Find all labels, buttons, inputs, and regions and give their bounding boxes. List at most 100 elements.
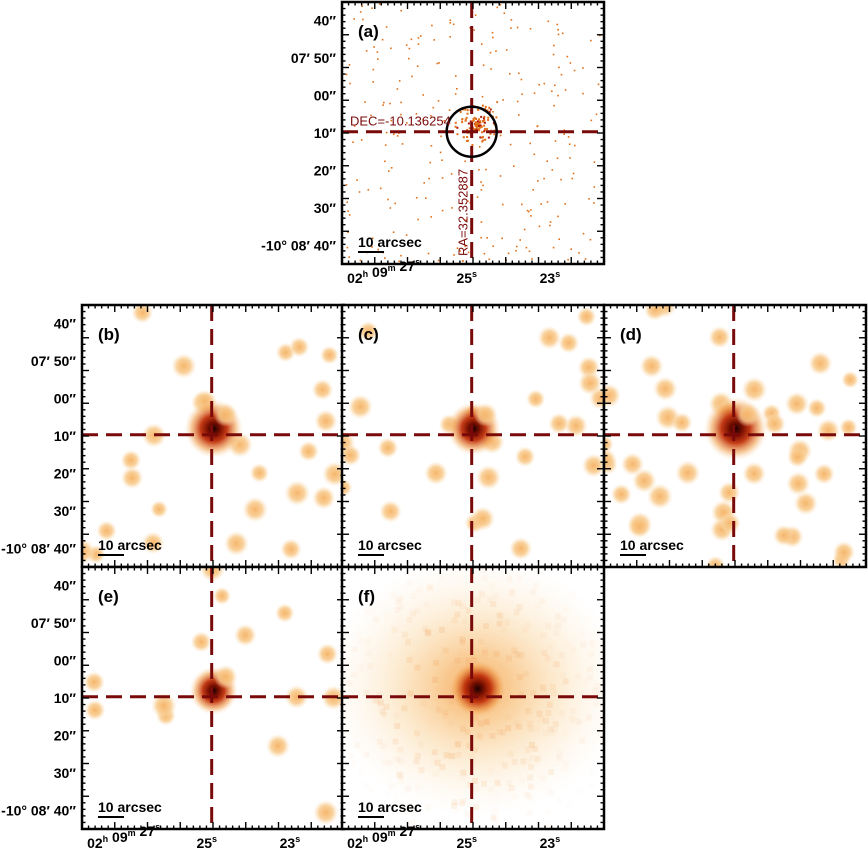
event-pixel — [551, 90, 553, 93]
event-pixel — [483, 115, 486, 118]
event-pixel — [360, 139, 363, 141]
event-pixel — [441, 177, 444, 179]
event-pixel — [347, 231, 349, 234]
event-pixel — [371, 7, 373, 9]
frame-ticks — [604, 305, 866, 567]
noise-pixel — [424, 628, 431, 635]
noise-pixel — [569, 716, 576, 723]
event-pixel — [441, 159, 443, 161]
event-pixel — [481, 95, 484, 98]
noise-pixel — [365, 642, 371, 648]
source-blob — [653, 376, 678, 402]
event-pixel — [484, 127, 487, 130]
event-pixel — [556, 23, 559, 26]
noise-pixel — [439, 764, 446, 771]
noise-pixel — [402, 631, 408, 638]
source-blob — [537, 325, 562, 350]
noise-pixel — [534, 602, 541, 609]
event-pixel — [518, 72, 520, 75]
event-pixel — [411, 261, 414, 263]
event-pixel — [487, 118, 490, 121]
source-blob — [808, 351, 833, 376]
noise-pixel — [475, 596, 481, 603]
noise-pixel — [502, 762, 508, 769]
noise-pixel — [526, 794, 533, 801]
event-pixel — [422, 118, 424, 121]
noise-pixel — [488, 644, 494, 650]
noise-pixel — [444, 816, 450, 822]
event-pixel — [521, 93, 523, 95]
event-pixel — [419, 35, 422, 37]
noise-pixel — [525, 622, 531, 628]
noise-pixel — [460, 725, 467, 732]
event-pixel — [371, 246, 373, 248]
noise-pixel — [395, 598, 402, 605]
noise-pixel — [555, 613, 562, 620]
ra-tick-label: 25s — [196, 834, 217, 848]
source-blob — [832, 541, 856, 564]
event-pixel — [479, 136, 482, 139]
noise-pixel — [543, 717, 550, 724]
event-pixel — [492, 36, 494, 39]
source-blob — [319, 345, 339, 365]
noise-pixel — [410, 610, 417, 617]
event-pixel — [471, 120, 474, 123]
noise-pixel — [469, 653, 476, 660]
event-pixel — [485, 168, 487, 171]
event-pixel — [486, 128, 489, 131]
event-pixel — [482, 64, 485, 66]
event-pixel — [540, 203, 542, 205]
source-aperture-circle — [445, 105, 498, 158]
source-blob — [470, 506, 495, 531]
source-blob — [342, 478, 353, 497]
noise-pixel — [506, 577, 512, 583]
dec-tick-label: 07′ 50″ — [31, 615, 76, 631]
event-pixel — [496, 6, 499, 9]
noise-pixel — [416, 586, 423, 593]
noise-pixel — [432, 676, 439, 683]
event-pixel — [448, 109, 451, 111]
dec-tick-label: 20″ — [314, 162, 337, 178]
event-pixel — [398, 80, 401, 82]
event-pixel — [484, 105, 487, 108]
panel-image — [604, 305, 860, 567]
noise-pixel — [511, 647, 518, 654]
event-pixel — [387, 198, 389, 201]
event-pixel — [381, 38, 384, 41]
event-pixel — [473, 116, 476, 119]
noise-pixel — [394, 756, 401, 763]
source-blob — [526, 389, 546, 409]
event-pixel — [372, 81, 374, 83]
dec-tick-label: -10° 08′ 40″ — [1, 802, 76, 818]
panel-label: (f) — [358, 587, 375, 606]
event-pixel — [451, 207, 453, 209]
noise-pixel — [420, 663, 426, 669]
source-blob — [96, 520, 117, 542]
source-blob — [627, 514, 652, 539]
noise-pixel — [414, 730, 420, 737]
noise-pixel — [506, 655, 512, 662]
event-pixel — [480, 125, 483, 128]
noise-pixel — [424, 631, 431, 638]
noise-pixel — [562, 766, 569, 773]
event-pixel — [549, 221, 552, 223]
noise-pixel — [417, 741, 424, 748]
event-pixel — [400, 101, 402, 104]
source-blob — [604, 383, 621, 408]
noise-pixel — [458, 650, 464, 656]
event-pixel — [396, 88, 399, 90]
event-pixel — [464, 245, 467, 247]
noise-pixel — [405, 638, 411, 645]
event-pixel — [478, 146, 481, 148]
noise-pixel — [555, 612, 561, 618]
event-pixel — [352, 141, 354, 143]
event-pixel — [484, 107, 487, 110]
event-pixel — [477, 108, 480, 111]
noise-pixel — [585, 616, 591, 622]
noise-pixel — [560, 672, 566, 679]
event-pixel — [595, 113, 598, 116]
noise-pixel — [533, 582, 540, 589]
event-pixel — [468, 127, 471, 130]
event-pixel — [406, 122, 408, 124]
event-pixel — [493, 133, 495, 136]
